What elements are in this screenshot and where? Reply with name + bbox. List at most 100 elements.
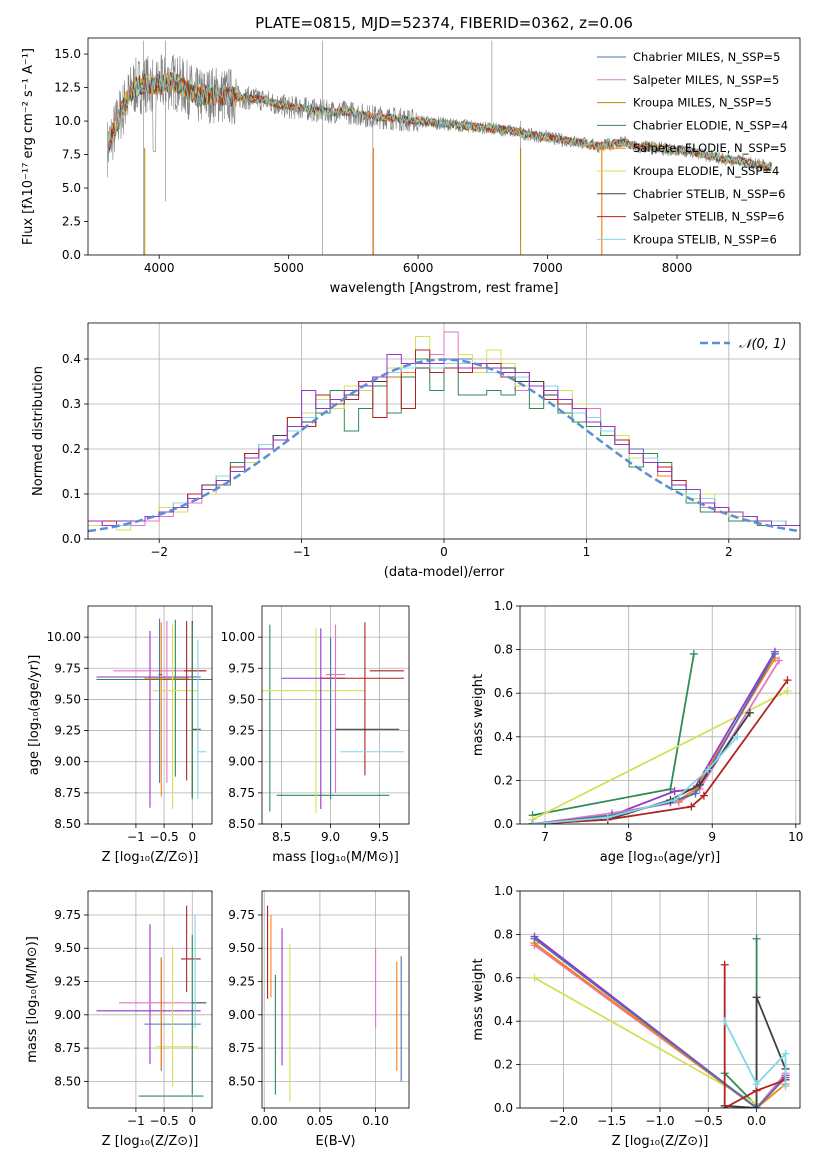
y-tick-label: 12.5 (54, 81, 81, 95)
legend: 𝒩(0, 1) (700, 337, 786, 352)
plot-area (530, 932, 790, 1108)
axes-frame (261, 890, 410, 1109)
y-tick-label: 9.25 (54, 975, 81, 989)
y-tick-label: 9.00 (54, 1008, 81, 1022)
ticks: −2 −1 0 1 2 0.0 0.1 0.2 0.3 0.4 (62, 352, 733, 559)
weight-line (724, 938, 758, 1108)
ticks: −1 −0.5 0 8.50 8.75 9.00 9.25 9.50 9.75 10.00 (47, 630, 196, 844)
weight-marker (689, 649, 698, 658)
legend-label: Chabrier STELIB, N_SSP=6 (633, 187, 785, 201)
weight-marker (775, 656, 784, 665)
axes-frame (87, 890, 213, 1109)
plot-area (267, 905, 402, 1102)
x-tick-label: −1 (127, 1114, 145, 1128)
x-axis-label: E(B-V) (315, 1134, 355, 1149)
mass-vs-extinction-panel: 0.00 0.05 0.10 8.50 8.75 9.00 9.25 9.50 9.75 E(B-… (228, 890, 410, 1149)
legend-label: Chabrier ELODIE, N_SSP=4 (633, 118, 788, 132)
weight-marker (720, 1104, 729, 1108)
weight-marker (770, 649, 779, 658)
weight-series (720, 993, 790, 1108)
x-tick-label: −1.0 (645, 1114, 674, 1128)
y-axis-label: mass weight (471, 958, 486, 1040)
legend-label: Salpeter MILES, N_SSP=5 (633, 73, 779, 87)
legend-label: Chabrier MILES, N_SSP=5 (633, 50, 780, 64)
weight-series (720, 1017, 790, 1091)
y-tick-label: 9.25 (228, 975, 255, 989)
weight-line (532, 690, 788, 821)
x-tick-label: 0.10 (362, 1114, 389, 1128)
axes-frame (519, 605, 801, 825)
y-tick-label: 0.2 (494, 1058, 513, 1072)
weight-line (532, 712, 751, 824)
y-axis-label: Flux [fλ10⁻¹⁷ erg cm⁻² s⁻¹ A⁻¹] (21, 48, 36, 245)
weight-marker (530, 973, 539, 982)
y-tick-label: 0.0 (494, 1101, 513, 1115)
model-spectrum-line (107, 72, 772, 171)
x-tick-label: 9 (708, 830, 716, 844)
x-axis-label: Z [log₁₀(Z/Z⊙)] (102, 850, 199, 865)
y-tick-label: 0.6 (494, 686, 513, 700)
y-tick-label: 0.4 (494, 1014, 513, 1028)
weight-marker (699, 791, 708, 800)
y-axis-label: Normed distribution (31, 366, 46, 496)
weight-marker (670, 787, 679, 796)
legend-label: Salpeter STELIB, N_SSP=6 (633, 210, 784, 224)
x-tick-label: 2 (725, 545, 733, 559)
y-tick-label: 8.75 (54, 1041, 81, 1055)
axes-frame (519, 890, 801, 1109)
weight-line (533, 937, 787, 1108)
y-tick-label: 8.75 (54, 786, 81, 800)
mass-vs-metallicity-panel: −1 −0.5 0 8.50 8.75 9.00 9.25 9.50 9.75 Z [log₁₀(… (25, 890, 213, 1149)
x-tick-label: 9.5 (370, 830, 389, 844)
spectrum-panel: 4000 5000 6000 7000 8000 0.0 2.5 5.0 7.5 10.0 12.5… (21, 14, 801, 296)
weight-marker (781, 1049, 790, 1058)
errorbar-point (197, 639, 207, 800)
y-tick-label: 0.2 (62, 442, 81, 456)
x-axis-label: (data-model)/error (384, 565, 505, 580)
weight-line (724, 996, 787, 1108)
y-tick-label: 0.8 (494, 643, 513, 657)
y-tick-label: 8.50 (228, 1074, 255, 1088)
weight-marker (687, 802, 696, 811)
y-tick-label: 0.8 (494, 927, 513, 941)
y-tick-label: 0.0 (494, 817, 513, 831)
errorbar-point (155, 946, 198, 1087)
plot-area (262, 622, 405, 813)
y-tick-label: 0.3 (62, 397, 81, 411)
weight-marker (745, 708, 754, 717)
y-tick-label: 9.75 (228, 908, 255, 922)
legend-label: Kroupa MILES, N_SSP=5 (633, 96, 772, 110)
legend: Chabrier MILES, N_SSP=5 Salpeter MILES, N… (597, 50, 788, 246)
plot-area (96, 905, 207, 1097)
y-tick-label: 0.0 (62, 532, 81, 546)
weight-marker (752, 1104, 761, 1108)
y-tick-label: 8.75 (228, 786, 255, 800)
y-tick-label: 9.75 (228, 661, 255, 675)
x-tick-label: −2.0 (549, 1114, 578, 1128)
weight-marker (783, 687, 792, 696)
ticks: 0.00 0.05 0.10 8.50 8.75 9.00 9.25 9.50 9.75 (228, 908, 389, 1128)
errorbar-point (96, 924, 201, 1065)
plot-area (96, 618, 212, 810)
y-tick-label: 9.50 (228, 941, 255, 955)
y-tick-label: 0.1 (62, 487, 81, 501)
weight-line (533, 942, 787, 1108)
x-tick-label: 9.0 (321, 830, 340, 844)
errorbar-point (96, 619, 212, 777)
weight-marker (783, 676, 792, 685)
y-tick-label: 8.50 (54, 1074, 81, 1088)
age-vs-metallicity-panel: −1 −0.5 0 8.50 8.75 9.00 9.25 9.50 9.75 10.00 Z [l… (27, 605, 213, 865)
x-tick-label: 0 (440, 545, 448, 559)
weight-line (723, 1020, 787, 1087)
weight-series (528, 649, 698, 820)
axes-frame (87, 322, 801, 540)
ticks: 7 8 9 10 0.0 0.2 0.4 0.6 0.8 1.0 (494, 599, 804, 844)
y-axis-label: mass [log₁₀(M/M⊙)] (25, 936, 40, 1063)
errorbar-point (262, 628, 365, 813)
x-tick-label: 7000 (532, 261, 563, 275)
weight-marker (666, 785, 675, 794)
x-tick-label: −2 (150, 545, 168, 559)
ticks: −2.0 −1.5 −1.0 −0.5 0.0 0.0 0.2 0.4 0.6 0.8 1.0 (494, 884, 766, 1128)
weight-line (532, 651, 776, 824)
y-tick-label: 0.6 (494, 971, 513, 985)
